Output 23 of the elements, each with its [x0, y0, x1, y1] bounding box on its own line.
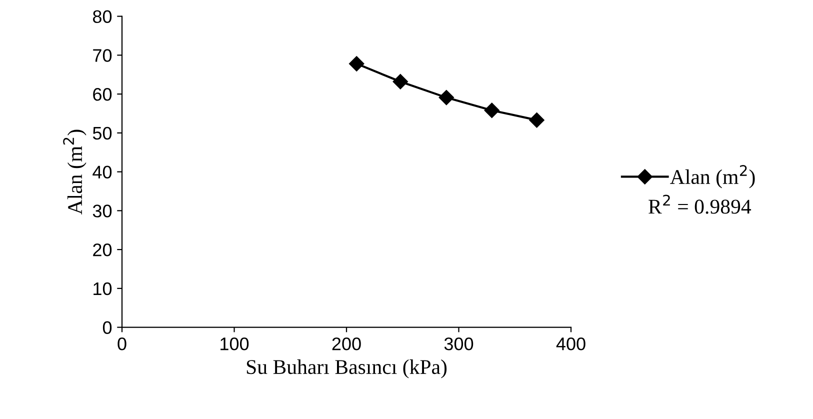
legend-label: Alan (m$^{2}$): [670, 165, 755, 188]
y-tick-label: 60: [93, 88, 112, 101]
x-tick-label: 100: [220, 338, 249, 350]
y-tick-label: 0: [102, 321, 112, 334]
y-tick-label: 30: [92, 204, 112, 218]
y-tick-label: 20: [93, 243, 112, 256]
y-tick-label: 70: [93, 49, 112, 62]
point: [438, 90, 454, 106]
point: [392, 74, 408, 90]
y-tick-label: 10: [94, 282, 112, 296]
point: [529, 112, 544, 128]
text: R$^{2}$ = 0.9894: [648, 194, 752, 214]
y-tick-label: 40: [92, 166, 112, 179]
y-tick-label: 80: [92, 10, 112, 24]
point: [349, 56, 364, 72]
x-tick-label: 400: [556, 338, 586, 350]
x-axis-title: Su Buharı Basıncı (kPa): [246, 359, 447, 378]
point: [484, 102, 500, 118]
x-tick-label: 200: [332, 338, 361, 350]
y-tick-label: 50: [92, 126, 112, 140]
x-tick-label: 300: [444, 338, 474, 350]
y-axis-title: Alan (m$^{2}$): [63, 130, 86, 215]
x-tick-label: 0: [118, 338, 126, 350]
